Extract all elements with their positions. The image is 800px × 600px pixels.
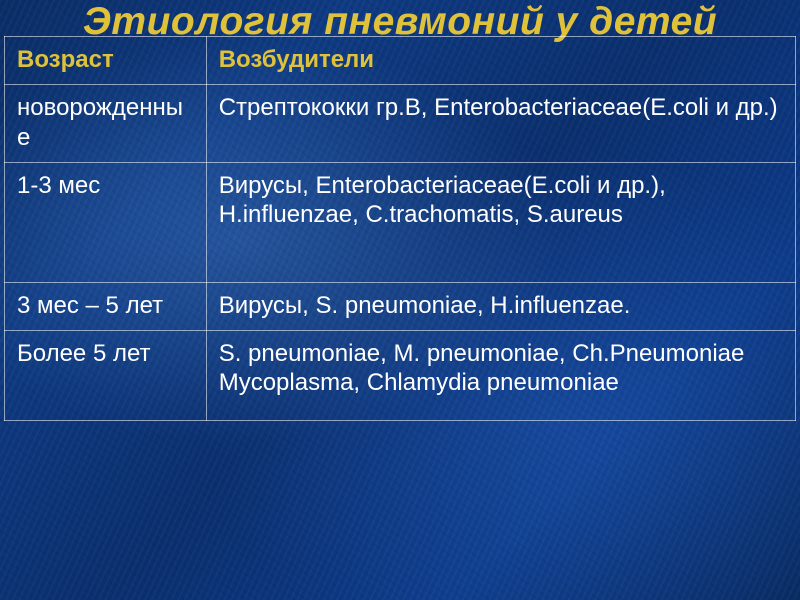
cell-age: Более 5 лет — [5, 331, 207, 421]
col-header-age: Возраст — [5, 37, 207, 85]
table-row: 1-3 мес Вирусы, Enterobacteriaceae(E.col… — [5, 162, 796, 282]
cell-pathogens: S. pneumoniae, M. pneumoniae, Ch.Pneumon… — [206, 331, 795, 421]
cell-pathogens: Стрептококки гр.В, Enterobacteriaceae(E.… — [206, 85, 795, 163]
cell-pathogens: Вирусы, S. pneumoniae, H.influenzae. — [206, 282, 795, 330]
slide: Этиология пневмоний у детей Возраст Возб… — [0, 0, 800, 600]
table-row: новорожденные Стрептококки гр.В, Enterob… — [5, 85, 796, 163]
cell-age: 3 мес – 5 лет — [5, 282, 207, 330]
etiology-table: Возраст Возбудители новорожденные Стрепт… — [4, 36, 796, 421]
table-row: Более 5 лет S. pneumoniae, M. pneumoniae… — [5, 331, 796, 421]
table-header-row: Возраст Возбудители — [5, 37, 796, 85]
table-row: 3 мес – 5 лет Вирусы, S. pneumoniae, H.i… — [5, 282, 796, 330]
etiology-table-wrap: Возраст Возбудители новорожденные Стрепт… — [4, 36, 796, 421]
cell-age: новорожденные — [5, 85, 207, 163]
col-header-pathogens: Возбудители — [206, 37, 795, 85]
cell-pathogens: Вирусы, Enterobacteriaceae(E.coli и др.)… — [206, 162, 795, 282]
cell-age: 1-3 мес — [5, 162, 207, 282]
